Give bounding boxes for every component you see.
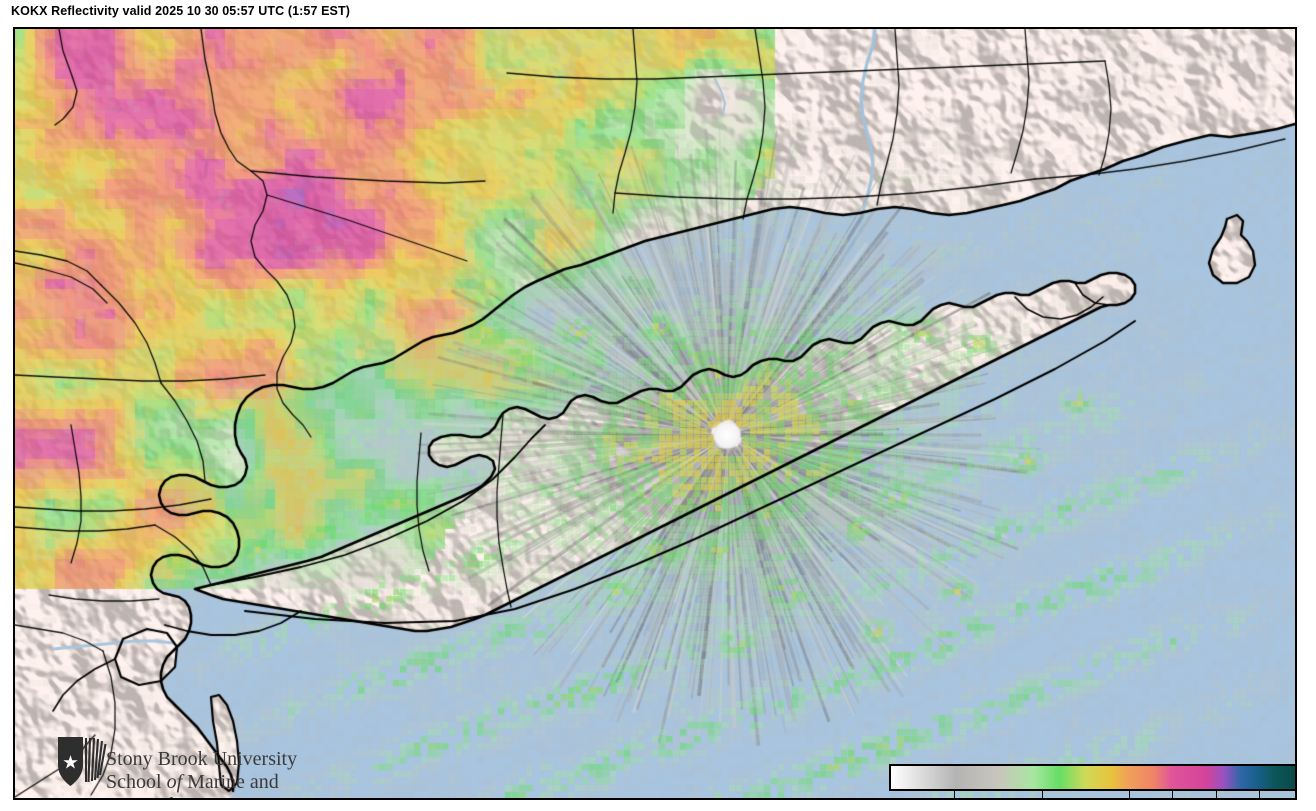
colorbar-swatch — [889, 764, 1295, 791]
logo-line-2-pre: School — [106, 771, 167, 793]
shield-icon — [58, 737, 107, 786]
radar-map-frame[interactable]: 0 20 40 50 60 70 80 Stony Brook University Sch… — [13, 27, 1297, 800]
colorbar-tick-label: 70 — [1251, 799, 1268, 800]
radar-reflectivity-map[interactable] — [15, 29, 1295, 798]
colorbar-tick-label: 60 — [1207, 799, 1224, 800]
colorbar-tick — [1128, 791, 1130, 798]
logo-wordmark: Stony Brook University School of Marine … — [106, 748, 336, 798]
logo-line-2-italic: of — [166, 771, 183, 793]
colorbar-tick-label: 0 — [950, 799, 958, 800]
stony-brook-logo: Stony Brook University School of Marine … — [56, 735, 331, 798]
page-title: KOKX Reflectivity valid 2025 10 30 05:57… — [11, 4, 350, 18]
colorbar-tick-label: 50 — [1164, 799, 1181, 800]
reflectivity-colorbar-legend: 0 20 40 50 60 70 80 — [889, 764, 1297, 800]
colorbar-tick-axis: 0 20 40 50 60 70 80 — [889, 791, 1297, 800]
colorbar-gradient — [891, 766, 1295, 789]
colorbar-tick-label: 20 — [1033, 799, 1050, 800]
colorbar-tick — [1259, 791, 1261, 798]
logo-line-1: Stony Brook University — [106, 748, 298, 770]
colorbar-tick — [1041, 791, 1043, 798]
logo-line-2-post: Marine and — [182, 771, 279, 793]
colorbar-tick-label: 40 — [1120, 799, 1137, 800]
logo-line-3: Atmospheric Sciences — [106, 794, 336, 798]
header-bar: KOKX Reflectivity valid 2025 10 30 05:57… — [0, 0, 1316, 27]
colorbar-tick — [1172, 791, 1174, 798]
colorbar-tick — [1215, 791, 1217, 798]
logo-line-2: School of Marine and — [106, 771, 336, 794]
colorbar-tick — [954, 791, 956, 798]
colorbar-tick-label: 80 — [1295, 799, 1297, 800]
